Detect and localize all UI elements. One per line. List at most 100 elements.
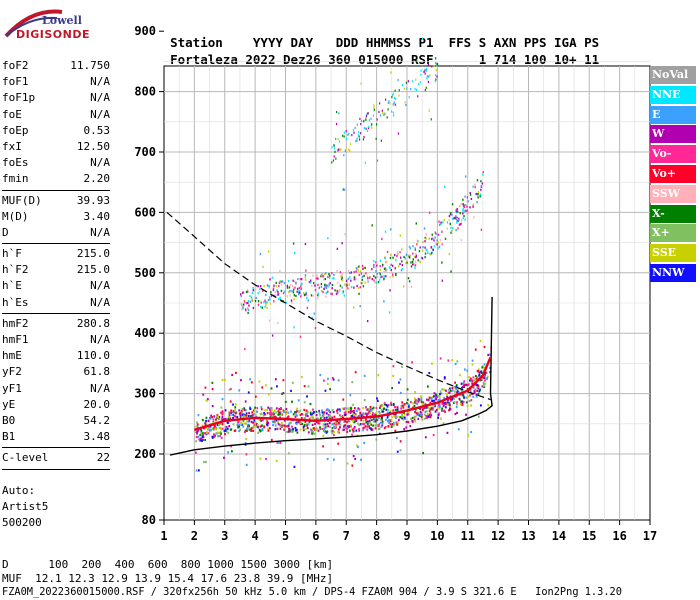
echo-dot	[390, 425, 393, 428]
echo-dot	[416, 59, 418, 62]
echo-dot	[407, 413, 410, 416]
legend-item: SSE	[650, 244, 696, 263]
echo-dot	[460, 400, 463, 403]
echo-dot	[421, 249, 424, 252]
echo-dot	[322, 290, 324, 294]
echo-dot	[267, 393, 270, 396]
echo-dot	[296, 290, 298, 293]
echo-dot	[484, 371, 487, 375]
o-trace-line	[194, 356, 492, 431]
echo-dot	[241, 408, 244, 411]
echo-dot	[252, 426, 255, 429]
echo-dot	[352, 454, 355, 458]
echo-dot	[404, 257, 406, 260]
param-value: N/A	[90, 333, 110, 346]
echo-dot	[345, 279, 348, 282]
echo-dot	[371, 224, 373, 227]
echo-dot	[458, 223, 461, 227]
echo-dot	[466, 211, 468, 214]
echo-dot	[456, 403, 458, 406]
echo-dot	[442, 422, 445, 425]
echo-dot	[211, 404, 214, 408]
echo-dot	[330, 292, 332, 295]
echo-dot	[270, 408, 273, 412]
echo-dot	[362, 267, 364, 270]
echo-dot	[462, 209, 464, 212]
echo-dot	[300, 417, 303, 420]
echo-dot	[439, 238, 442, 242]
echo-dot	[354, 371, 357, 374]
y-tick-label: 700	[134, 145, 156, 159]
echo-dot	[341, 286, 343, 289]
echo-dot	[393, 423, 395, 426]
echo-dot	[390, 253, 392, 256]
echo-dot	[456, 390, 459, 393]
echo-dot	[372, 114, 375, 117]
echo-dot	[232, 410, 235, 413]
echo-dot	[391, 95, 393, 99]
echo-dot	[420, 416, 423, 419]
echo-dot	[238, 409, 241, 412]
echo-dot	[352, 278, 355, 281]
echo-dot	[386, 250, 389, 254]
echo-dot	[205, 416, 208, 419]
echo-dot	[294, 426, 297, 430]
echo-dot	[464, 209, 466, 212]
echo-dot	[331, 287, 333, 290]
echo-dot	[390, 401, 392, 404]
echo-dot	[202, 435, 205, 438]
echo-dot	[358, 424, 361, 427]
param-value: 110.0	[76, 349, 110, 363]
echo-dot	[405, 262, 407, 265]
echo-dot	[258, 380, 261, 383]
echo-dot	[446, 395, 448, 398]
echo-dot	[204, 438, 207, 442]
echo-dot	[466, 369, 469, 372]
echo-dot	[252, 306, 255, 310]
echo-dot	[434, 231, 437, 234]
echo-dot	[337, 421, 340, 424]
echo-dot	[474, 186, 476, 189]
param-value: 2.20	[83, 172, 111, 186]
echo-dot	[437, 413, 440, 417]
echo-dot	[486, 375, 489, 378]
echo-dot	[441, 409, 443, 412]
echo-dot	[270, 414, 273, 417]
echo-dot	[366, 408, 369, 411]
echo-dot	[392, 403, 395, 406]
echo-dot	[304, 242, 307, 246]
echo-dot	[397, 253, 399, 256]
echo-dot	[353, 410, 355, 413]
echo-dot	[406, 87, 408, 90]
echo-dot	[370, 423, 373, 426]
echo-dot	[233, 429, 236, 433]
x-tick-label: 17	[643, 529, 657, 543]
echo-dot	[428, 413, 430, 417]
echo-dot	[364, 281, 366, 284]
echo-dot	[297, 293, 300, 296]
echo-dot	[343, 420, 346, 423]
echo-dot	[392, 273, 394, 276]
echo-dot	[245, 301, 248, 305]
echo-dot	[356, 123, 358, 126]
echo-dot	[220, 417, 223, 420]
echo-dot	[444, 401, 447, 404]
echo-dot	[295, 422, 298, 425]
echo-dot	[261, 386, 264, 389]
echo-dot	[480, 180, 482, 183]
echo-dot	[464, 203, 467, 206]
hdr-ddd: DDD	[335, 35, 359, 50]
param-row: h`F 215.0	[2, 246, 110, 262]
echo-dot	[283, 419, 286, 422]
echo-dot	[332, 277, 334, 280]
echo-dot	[198, 439, 201, 442]
echo-dot	[231, 450, 233, 453]
echo-dot	[245, 412, 248, 415]
echo-dot	[438, 405, 441, 409]
echo-dot	[317, 292, 319, 295]
x-tick-label: 8	[373, 529, 380, 543]
echo-dot	[267, 406, 270, 409]
echo-dot	[233, 414, 236, 417]
echo-dot	[254, 406, 256, 409]
echo-dot	[448, 402, 451, 405]
